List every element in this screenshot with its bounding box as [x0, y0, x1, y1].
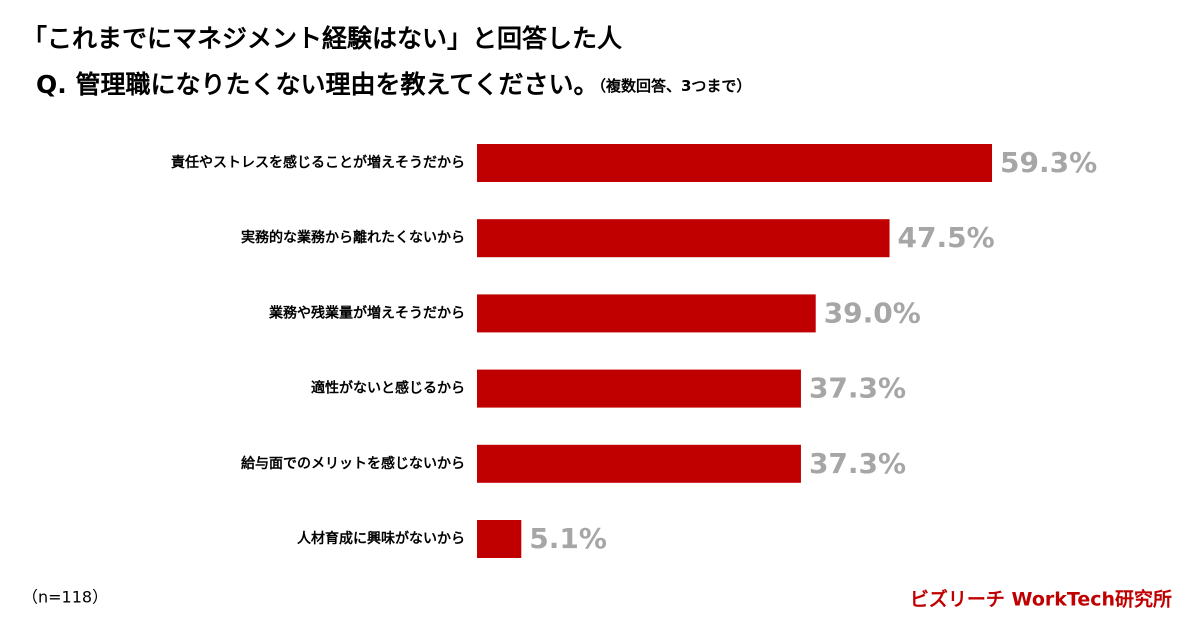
category-label: 責任やストレスを感じることが増えそうだから: [171, 154, 465, 171]
chart-title: 「これまでにマネジメント経験はない」と回答した人: [22, 24, 622, 53]
category-label: 人材育成に興味がないから: [297, 530, 465, 547]
subtitle: Q. 管理職になりたくない理由を教えてください。: [36, 70, 598, 99]
category-label: 実務的な業務から離れたくないから: [241, 229, 465, 246]
bar: [477, 294, 816, 333]
bar: [477, 444, 801, 483]
bar: [477, 520, 522, 558]
bar: [477, 144, 993, 182]
source: ビズリーチ WorkTech研究所: [910, 588, 1172, 611]
subtitle-note: （複数回答、3つまで）: [598, 77, 751, 95]
bar: [477, 219, 890, 258]
value-label: 37.3%: [809, 372, 906, 405]
category-label: 適性がないと感じるから: [311, 380, 465, 397]
sample-note: （n=118）: [22, 588, 108, 607]
value-label: 39.0%: [824, 296, 921, 329]
category-label: 給与面でのメリットを感じないから: [241, 455, 465, 472]
bar: [477, 369, 801, 408]
category-label: 業務や残業量が増えそうだから: [268, 304, 465, 321]
value-label: 59.3%: [1000, 146, 1097, 179]
value-label: 37.3%: [809, 447, 906, 480]
value-label: 5.1%: [529, 522, 607, 555]
subtitle-line: Q. 管理職になりたくない理由を教えてください。（複数回答、3つまで）: [36, 70, 751, 99]
value-label: 47.5%: [898, 221, 995, 254]
